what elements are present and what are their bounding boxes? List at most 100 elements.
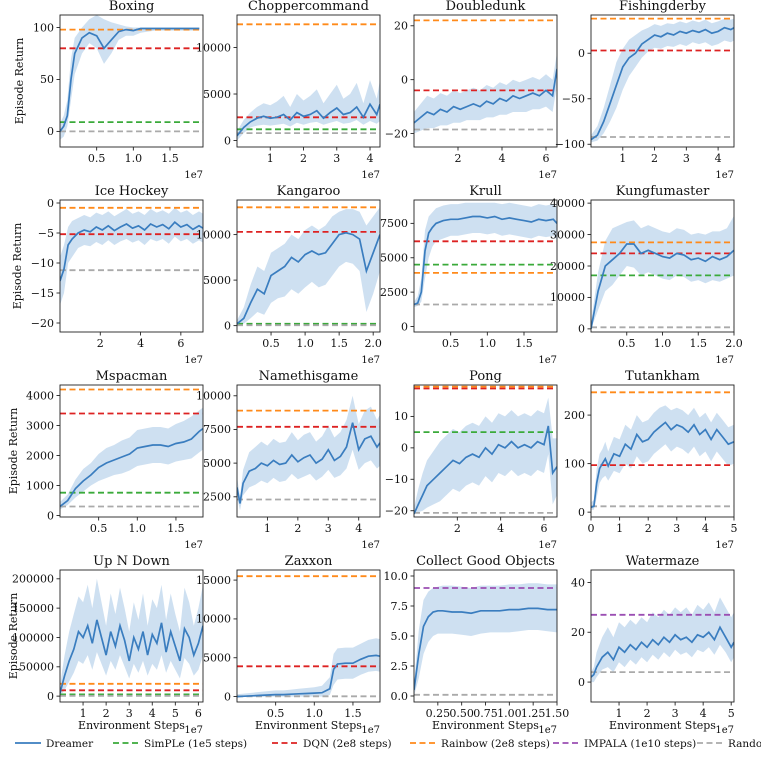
y-tick-label: 15000	[196, 574, 231, 587]
y-tick-label: −5	[38, 227, 54, 240]
x-tick-label: 4	[497, 522, 504, 535]
x-tick-label: 0.5	[262, 337, 280, 350]
dreamer-line-boxing	[60, 27, 200, 132]
x-tick-label: 6	[195, 707, 202, 720]
y-tick-label: −10	[31, 257, 54, 270]
dreamer-band-collect-good-objects	[414, 583, 557, 696]
dreamer-line-kangaroo	[237, 231, 380, 325]
y-axis-label: Episode Return	[7, 408, 20, 495]
x-tick-label: 0.75	[473, 707, 498, 720]
y-tick-label: 200000	[12, 573, 54, 586]
y-tick-label: 0	[578, 323, 585, 336]
y-tick-label: −20	[385, 505, 408, 518]
y-tick-label: −10	[385, 473, 408, 486]
y-tick-label: 2500	[380, 286, 408, 299]
y-axis-label: Episode Return	[13, 38, 26, 125]
dreamer-line-up-n-down	[60, 619, 203, 694]
chart-title: Watermaze	[626, 554, 700, 569]
x-tick-label: 1.0	[129, 522, 147, 535]
y-tick-label: 10000	[196, 390, 231, 403]
x-exponent: 1e7	[538, 170, 557, 181]
y-tick-label: 100	[33, 21, 54, 34]
chart-title: Kangaroo	[277, 184, 341, 199]
x-exponent: 1e7	[715, 540, 734, 551]
x-exponent: 1e7	[361, 355, 380, 366]
chart-mspacman: Mspacman 0 1000 2000 3000 4000 0.5 1.0 1.5 1e7 Epi…	[7, 369, 204, 551]
chart-namethisgame: Namethisgame 2500 5000 7500 10000 1 2 3 4 1e7	[196, 369, 381, 551]
axes-frame	[236, 384, 381, 518]
x-tick-label: 1.5	[167, 522, 185, 535]
x-tick-label: 5	[172, 707, 179, 720]
x-tick-label: 4	[700, 707, 707, 720]
x-tick-label: 0.5	[442, 337, 460, 350]
axes-frame	[59, 384, 204, 518]
y-tick-label: 5000	[380, 252, 408, 265]
y-tick-label: 30000	[550, 228, 585, 241]
chart-collect-good-objects: Collect Good Objects 0.0 2.5 5.0 7.5 10.0 0.25…	[384, 554, 570, 736]
x-exponent: 1e7	[538, 355, 557, 366]
dreamer-band-krull	[414, 202, 557, 308]
chart-kangaroo: Kangaroo 0 5000 10000 0.5 1.0 1.5 2.0 1e7	[196, 184, 382, 366]
x-tick-label: 4	[499, 152, 506, 165]
y-tick-label: 0	[224, 134, 231, 147]
y-tick-label: 0	[47, 125, 54, 138]
x-tick-label: 4	[715, 152, 722, 165]
chart-fishingderby: Fishingderby −100 −50 0 1 2 3 4 1e7	[555, 0, 735, 181]
legend-label-impala-1e10-steps: IMPALA (1e10 steps)	[584, 738, 696, 750]
y-tick-label: 10000	[196, 613, 231, 626]
x-tick-label: 1	[264, 522, 271, 535]
y-axis-label: Episode Return	[7, 593, 20, 680]
dreamer-band-fishingderby	[591, 18, 734, 143]
chart-title: Kungfumaster	[616, 184, 710, 199]
y-tick-label: 0	[578, 47, 585, 60]
y-tick-label: 0.0	[391, 690, 409, 703]
y-tick-label: 1000	[26, 479, 54, 492]
y-tick-label: 200	[564, 409, 585, 422]
y-tick-label: 5.0	[391, 630, 409, 643]
x-exponent: 1e7	[361, 170, 380, 181]
dreamer-line-collect-good-objects	[414, 607, 557, 691]
x-tick-label: 2.0	[725, 337, 743, 350]
x-tick-label: 1.0	[296, 337, 314, 350]
chart-title: Ice Hockey	[95, 184, 169, 199]
axes-frame	[590, 14, 735, 148]
x-exponent: 1e7	[538, 725, 557, 736]
axes-frame	[590, 569, 735, 703]
y-tick-label: 2.5	[391, 660, 409, 673]
x-tick-label: 6	[541, 522, 548, 535]
y-tick-label: 10	[394, 410, 408, 423]
x-tick-label: 4	[355, 522, 362, 535]
x-axis-label: Environment Steps	[78, 719, 185, 732]
dreamer-line-kungfumaster	[591, 243, 734, 330]
dreamer-band-doubledunk	[414, 52, 557, 134]
axes-frame	[413, 199, 558, 333]
y-tick-label: 0	[401, 442, 408, 455]
y-tick-label: 10000	[550, 291, 585, 304]
y-tick-label: 7.5	[391, 600, 409, 613]
x-tick-label: 2	[294, 522, 301, 535]
y-tick-label: 0	[47, 690, 54, 703]
x-exponent: 1e7	[184, 540, 203, 551]
x-tick-label: 4	[367, 152, 374, 165]
chart-title: Boxing	[109, 0, 155, 14]
dreamer-band-namethisgame	[237, 395, 380, 511]
dreamer-line-watermaze	[591, 625, 734, 678]
dreamer-line-zaxxon	[237, 654, 380, 698]
x-axis-label: Environment Steps	[609, 719, 716, 732]
y-tick-label: 0	[578, 506, 585, 519]
y-tick-label: 150000	[12, 602, 54, 615]
x-exponent: 1e7	[715, 170, 734, 181]
x-tick-label: 1.5	[344, 707, 362, 720]
chart-up-n-down: Up N Down 0 50000 100000 150000 200000 1 2 3 4 5 6 1…	[7, 554, 204, 736]
x-tick-label: 1	[80, 707, 87, 720]
y-tick-label: 100000	[12, 631, 54, 644]
axes-frame	[413, 14, 558, 148]
x-tick-label: 1	[267, 152, 274, 165]
dreamer-band-boxing	[60, 15, 200, 140]
x-exponent: 1e7	[361, 540, 380, 551]
y-tick-label: 0	[578, 676, 585, 689]
y-tick-label: 5000	[203, 88, 231, 101]
legend-label-rainbow-2e8-steps: Rainbow (2e8 steps)	[441, 738, 550, 750]
